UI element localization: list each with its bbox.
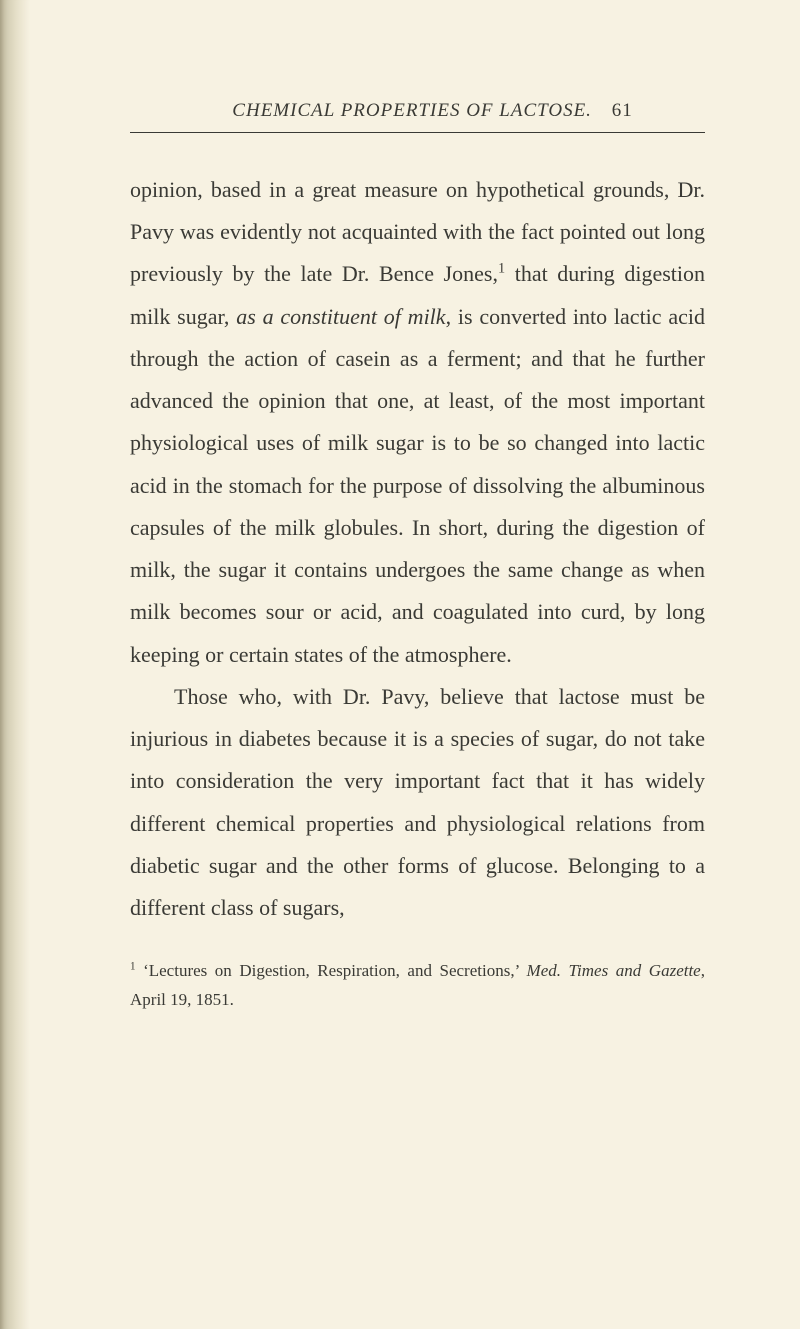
page-content: CHEMICAL PROPERTIES OF LACTOSE. 61 opini…: [0, 0, 800, 1075]
header-title: CHEMICAL PROPERTIES OF LACTOSE.: [232, 100, 592, 121]
running-header: CHEMICAL PROPERTIES OF LACTOSE. 61: [130, 100, 705, 122]
paragraph-2: Those who, with Dr. Pavy, believe that l…: [130, 676, 705, 929]
body-text: opinion, based in a great measure on hyp…: [130, 169, 705, 929]
footnote-text: ‘Lectures on Digestion, Respiration, and…: [130, 961, 705, 1009]
header-rule: [130, 132, 705, 133]
paragraph-1: opinion, based in a great measure on hyp…: [130, 169, 705, 676]
footnote-marker: 1: [130, 961, 136, 973]
page-gutter-shadow: [0, 0, 30, 1329]
footnote: 1 ‘Lectures on Digestion, Respiration, a…: [130, 957, 705, 1015]
page-number: 61: [612, 100, 633, 121]
footnote-ref-1: 1: [498, 261, 505, 277]
